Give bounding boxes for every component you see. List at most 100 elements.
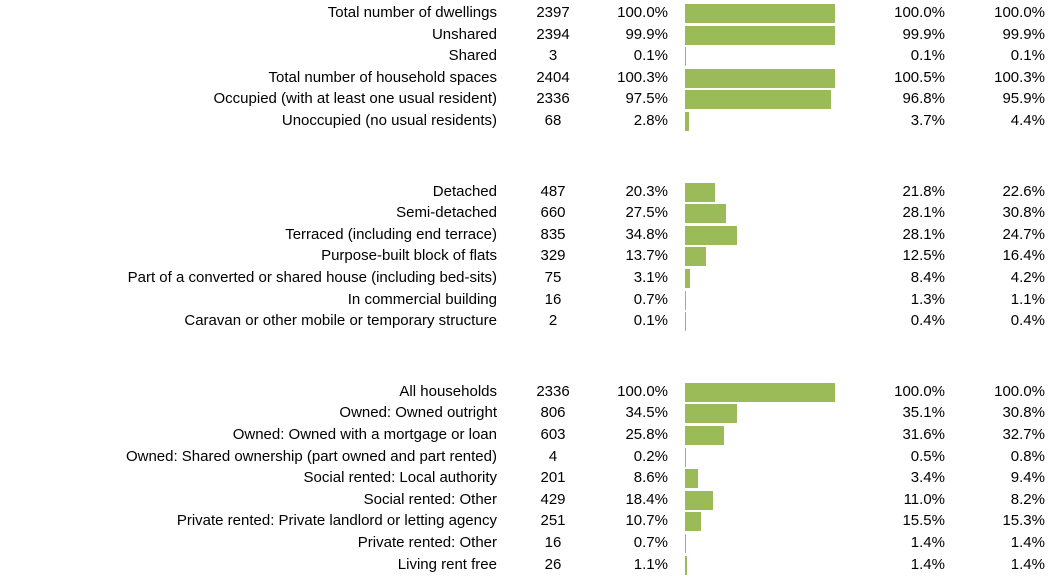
count: 251 (540, 512, 566, 530)
comparison-1: 1.4% (910, 534, 945, 551)
bar (685, 269, 690, 288)
row-label: Owned: Owned outright (339, 404, 497, 422)
percent: 34.8% (625, 225, 668, 243)
bar (685, 290, 687, 310)
comparison-1: 28.1% (902, 225, 945, 243)
row-label: All households (399, 382, 497, 400)
comparison-1: 100.5% (894, 68, 945, 86)
comparison-1: 1.4% (910, 555, 945, 573)
bar (685, 25, 835, 45)
row-label: Terraced (including end terrace) (285, 225, 497, 243)
comparison-2: 95.9% (1002, 90, 1045, 108)
count: 3 (548, 47, 558, 65)
row-label: Owned: Shared ownership (part owned and … (125, 447, 497, 465)
percent: 0.7% (633, 290, 668, 308)
row-label: Unoccupied (no usual residents) (281, 112, 497, 129)
comparison-1: 21.8% (902, 182, 945, 200)
count: 75 (544, 269, 562, 286)
comparison-2: 24.7% (1002, 225, 1045, 243)
row-label: Caravan or other mobile or temporary str… (184, 312, 497, 330)
comparison-2: 100.0% (994, 4, 1045, 21)
comparison-1: 35.1% (902, 404, 945, 422)
count: 329 (540, 247, 566, 265)
comparison-2: 1.4% (1010, 534, 1045, 551)
bar (685, 204, 727, 224)
comparison-1: 0.5% (910, 447, 945, 465)
count: 487 (540, 182, 566, 200)
comparison-1: 11.0% (903, 490, 945, 508)
row-label: Total number of dwellings (327, 4, 497, 21)
comparison-1: 0.4% (910, 312, 945, 330)
count: 4 (548, 447, 558, 465)
count: 2397 (536, 4, 570, 21)
comparison-2: 0.1% (1010, 47, 1045, 65)
row-label: In commercial building (347, 290, 497, 308)
comparison-2: 1.4% (1010, 555, 1045, 573)
percent: 99.9% (625, 25, 668, 43)
comparison-1: 1.3% (910, 290, 945, 308)
count: 16 (544, 534, 562, 551)
comparison-1: 12.5% (902, 247, 945, 265)
comparison-2: 100.3% (994, 68, 1045, 86)
row-label: Social rented: Local authority (303, 469, 497, 487)
percent: 100.3% (617, 68, 668, 86)
row-label: Living rent free (397, 555, 497, 573)
row-label: Private rented: Private landlord or lett… (176, 512, 497, 530)
bar (685, 112, 690, 131)
percent: 100.0% (617, 382, 668, 400)
row-label: Purpose-built block of flats (321, 247, 497, 265)
bar (685, 534, 687, 553)
comparison-2: 1.1% (1010, 290, 1045, 308)
row-label: Semi-detached (396, 204, 497, 222)
count: 835 (540, 225, 566, 243)
bar (685, 512, 702, 532)
count: 2336 (536, 382, 570, 400)
bar (685, 182, 716, 202)
percent: 34.5% (625, 404, 668, 422)
bar (685, 4, 835, 23)
count: 16 (544, 290, 562, 308)
percent: 18.4% (625, 490, 668, 508)
count: 201 (540, 469, 566, 487)
comparison-2: 0.8% (1010, 447, 1045, 465)
row-label: Unshared (431, 25, 497, 43)
bar (685, 90, 832, 110)
comparison-2: 4.4% (1010, 112, 1045, 129)
percent: 97.5% (625, 90, 668, 108)
count: 603 (540, 426, 566, 443)
comparison-1: 15.5% (902, 512, 945, 530)
row-label: Private rented: Other (357, 534, 497, 551)
comparison-2: 99.9% (1002, 25, 1045, 43)
count: 2404 (536, 68, 570, 86)
count: 660 (540, 204, 566, 222)
percent: 0.2% (633, 447, 668, 465)
bar (685, 469, 698, 489)
comparison-2: 8.2% (1010, 490, 1045, 508)
percent: 13.7% (625, 247, 668, 265)
comparison-2: 32.7% (1002, 426, 1045, 443)
comparison-2: 4.2% (1010, 269, 1045, 286)
comparison-1: 31.6% (902, 426, 945, 443)
comparison-2: 100.0% (994, 382, 1045, 400)
comparison-1: 100.0% (894, 4, 945, 21)
percent: 1.1% (633, 555, 668, 573)
count: 2 (548, 312, 558, 330)
comparison-2: 0.4% (1010, 312, 1045, 330)
comparison-2: 30.8% (1002, 204, 1045, 222)
percent: 0.7% (633, 534, 668, 551)
percent: 25.8% (625, 426, 668, 443)
bar (685, 68, 836, 88)
count: 68 (544, 112, 562, 129)
percent: 100.0% (617, 4, 668, 21)
row-label: Occupied (with at least one usual reside… (213, 90, 497, 108)
bar (685, 382, 835, 402)
comparison-1: 96.8% (902, 90, 945, 108)
bar (685, 225, 738, 245)
percent: 0.1% (633, 312, 668, 330)
count: 2336 (536, 90, 570, 108)
bar (685, 426, 724, 445)
percent: 27.5% (625, 204, 668, 222)
count: 806 (540, 404, 566, 422)
comparison-1: 8.4% (910, 269, 945, 286)
comparison-2: 30.8% (1002, 404, 1045, 422)
